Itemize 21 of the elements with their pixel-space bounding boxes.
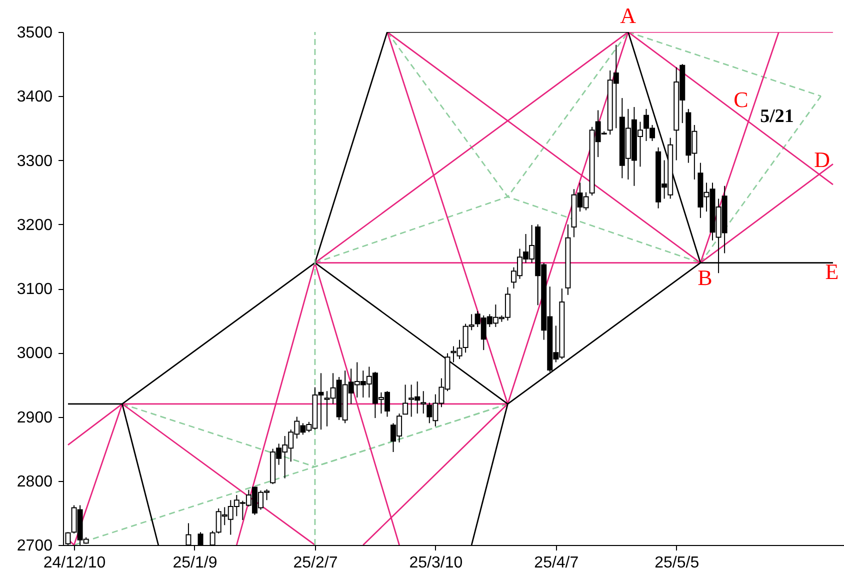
x-tick-label: 25/5/5 [654, 554, 700, 572]
annotation: D [814, 147, 830, 172]
y-tick-label: 2700 [16, 538, 53, 554]
text: A [620, 3, 636, 28]
annotation: B [698, 265, 712, 290]
y-tick-label: 3400 [16, 88, 53, 106]
annotation: 5/21 [760, 106, 794, 127]
x-tick-label: 25/2/7 [293, 554, 338, 572]
x-tick-label: 25/1/9 [172, 554, 218, 572]
y-tick-label: 3000 [16, 345, 53, 362]
annotation: C [734, 87, 748, 112]
y-tick-label: 3500 [16, 24, 53, 42]
x-tick-label: 25/4/7 [534, 554, 579, 572]
y-tick-label: 3100 [16, 281, 53, 298]
x-tick-label: 24/12/10 [43, 554, 106, 572]
x-tick-label: 25/3/10 [409, 554, 463, 572]
annotation: E [825, 259, 839, 284]
y-tick-label: 2800 [16, 473, 53, 490]
y-tick-label: 3200 [16, 216, 53, 234]
y-tick-label: 3300 [16, 152, 53, 170]
y-tick-label: 2900 [16, 409, 53, 426]
